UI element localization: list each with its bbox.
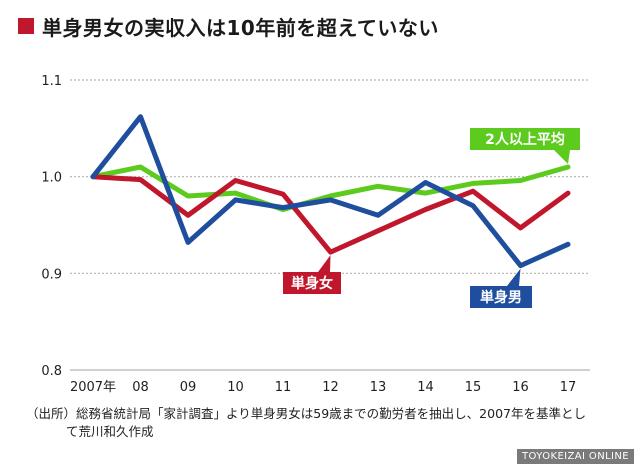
- x-tick-label: 17: [560, 380, 577, 395]
- source-note-line-1: （出所）総務省統計局「家計調査」より単身男女は59歳までの勤労者を抽出し、200…: [26, 406, 586, 421]
- publisher-credit: TOYOKEIZAI ONLINE: [517, 449, 634, 464]
- label-single-male: 単身男: [480, 289, 522, 306]
- series-line-single-male: [90, 114, 571, 269]
- label-all-average-box: [470, 128, 580, 150]
- source-note: （出所）総務省統計局「家計調査」より単身男女は59歳までの勤労者を抽出し、200…: [26, 405, 626, 441]
- x-tick-label: 09: [180, 380, 197, 395]
- y-tick-label: 0.8: [41, 364, 62, 379]
- label-single-female-box: [283, 272, 341, 294]
- title-marker-square: [18, 18, 34, 34]
- y-tick-label: 1.1: [41, 74, 62, 89]
- x-tick-label: 2007年: [70, 380, 116, 395]
- title-row: 単身男女の実収入は10年前を超えていない: [18, 12, 439, 40]
- chart-title: 単身男女の実収入は10年前を超えていない: [42, 15, 439, 40]
- label-single-female-pointer: [318, 255, 331, 272]
- y-tick-label: 0.9: [41, 267, 62, 282]
- label-single-male-box: [470, 286, 532, 308]
- x-tick-label: 13: [370, 380, 387, 395]
- x-tick-label: 11: [275, 380, 292, 395]
- label-single-male-pointer: [507, 268, 521, 286]
- label-single-female: 単身女: [291, 275, 333, 292]
- x-tick-label: 08: [132, 380, 149, 395]
- y-tick-label: 1.0: [41, 171, 62, 186]
- source-note-line-2: て荒川和久作成: [66, 424, 154, 439]
- x-tick-label: 12: [322, 380, 339, 395]
- series-line-single-female: [90, 174, 571, 255]
- x-tick-label: 16: [512, 380, 529, 395]
- series-line-all-average: [90, 164, 571, 212]
- x-tick-label: 14: [417, 380, 434, 395]
- label-all-average: 2人以上平均: [485, 131, 565, 148]
- x-tick-label: 10: [227, 380, 244, 395]
- x-tick-label: 15: [465, 380, 482, 395]
- label-all-average-pointer: [554, 150, 570, 164]
